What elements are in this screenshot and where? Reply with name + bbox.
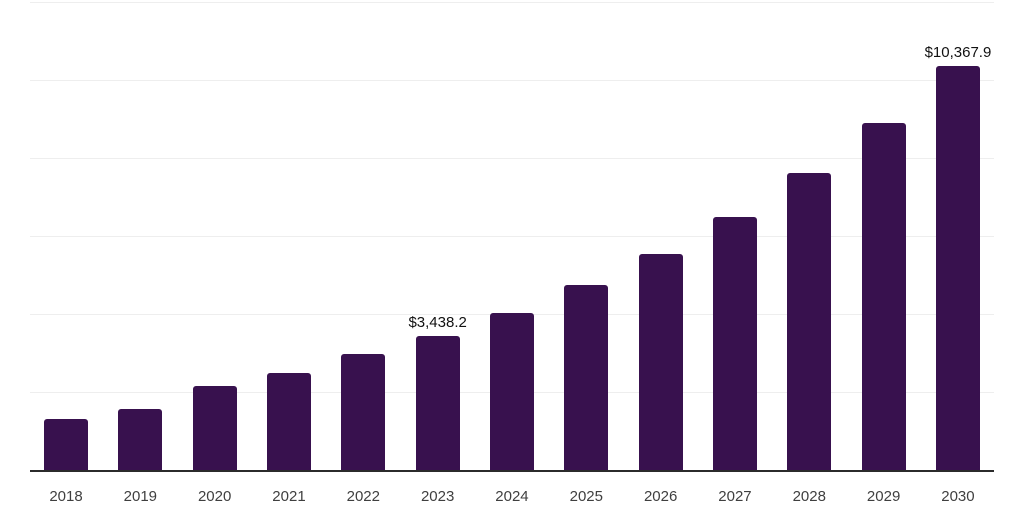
- bar-2029: [861, 123, 906, 470]
- gridline-10000: [30, 79, 994, 81]
- x-tick-2026: 2026: [643, 488, 678, 505]
- bar-2018: [44, 419, 88, 470]
- bar-2026: [638, 253, 683, 470]
- x-tick-2030: 2030: [941, 488, 975, 505]
- bar-column-2025: 2025: [564, 2, 609, 504]
- x-tick-2019: 2019: [123, 488, 158, 505]
- bar-column-2028: 2028: [787, 2, 832, 504]
- bar-column-2019: 2019: [118, 2, 163, 504]
- bar-2024: [489, 313, 534, 470]
- bar-column-2024: 2024: [489, 2, 534, 504]
- bar-2019: [118, 408, 163, 470]
- bar-column-2029: 2029: [861, 2, 906, 504]
- x-tick-2027: 2027: [718, 488, 752, 505]
- x-tick-2029: 2029: [866, 488, 901, 505]
- plot-area: 2018 2019 2020 2021 2022 $3,438.2 2023 2024 2025…: [30, 1, 994, 504]
- x-tick-2021: 2021: [272, 488, 306, 505]
- value-label-2030: $10,367.9: [924, 43, 992, 61]
- x-tick-2025: 2025: [569, 488, 603, 505]
- x-tick-2020: 2020: [197, 488, 232, 505]
- bar-2030: [935, 65, 980, 470]
- bar-column-2020: 2020: [192, 2, 237, 504]
- x-tick-2028: 2028: [792, 488, 826, 505]
- gridline-12000: [30, 1, 994, 3]
- bar-2023: [415, 335, 460, 470]
- bar-2020: [192, 386, 237, 470]
- bar-2022: [341, 354, 386, 470]
- bar-column-2018: 2018: [44, 2, 88, 504]
- bar-2028: [787, 172, 832, 470]
- bar-2025: [564, 285, 609, 470]
- x-tick-2022: 2022: [346, 488, 380, 505]
- bar-column-2030: $10,367.9 2030: [925, 2, 992, 504]
- bar-column-2023: $3,438.2 2023: [408, 2, 466, 504]
- gridline-8000: [30, 157, 994, 159]
- gridline-6000: [30, 235, 994, 237]
- bar-column-2021: 2021: [266, 2, 311, 504]
- x-tick-2018: 2018: [49, 488, 83, 505]
- bar-column-2022: 2022: [341, 2, 386, 504]
- value-label-2023: $3,438.2: [408, 313, 467, 331]
- bar-column-2027: 2027: [712, 2, 757, 504]
- bar-column-2026: 2026: [638, 2, 683, 504]
- x-tick-2023: 2023: [420, 488, 455, 505]
- bar-2027: [712, 217, 757, 470]
- bar-2021: [266, 372, 311, 470]
- x-tick-2024: 2024: [495, 488, 529, 505]
- bars-container: 2018 2019 2020 2021 2022 $3,438.2 2023 2024 2025…: [30, 2, 994, 504]
